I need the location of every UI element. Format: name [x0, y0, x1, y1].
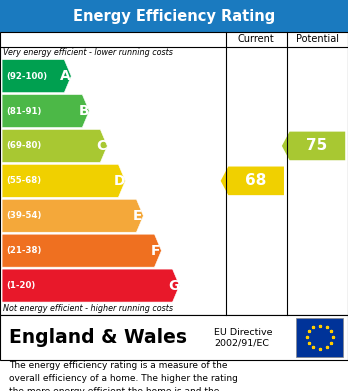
Text: C: C: [97, 139, 107, 153]
Text: (92-100): (92-100): [6, 72, 47, 81]
Polygon shape: [2, 59, 71, 93]
Text: Current: Current: [238, 34, 275, 45]
Polygon shape: [2, 269, 180, 302]
Text: EU Directive: EU Directive: [214, 328, 272, 337]
Text: (1-20): (1-20): [6, 281, 35, 290]
Bar: [296, 318, 343, 357]
Text: D: D: [114, 174, 126, 188]
Text: A: A: [60, 69, 71, 83]
Text: G: G: [168, 278, 180, 292]
Text: (69-80): (69-80): [6, 142, 41, 151]
Text: The energy efficiency rating is a measure of the
overall efficiency of a home. T: The energy efficiency rating is a measur…: [9, 361, 238, 391]
Bar: [0, 0, 348, 32]
Text: Very energy efficient - lower running costs: Very energy efficient - lower running co…: [3, 48, 173, 57]
Bar: [0, 32, 348, 315]
Text: Potential: Potential: [296, 34, 339, 45]
Text: B: B: [78, 104, 89, 118]
Text: E: E: [133, 209, 143, 223]
Text: (81-91): (81-91): [6, 106, 42, 115]
Text: Energy Efficiency Rating: Energy Efficiency Rating: [73, 9, 275, 23]
Polygon shape: [221, 167, 284, 195]
Text: (55-68): (55-68): [6, 176, 41, 185]
Text: Not energy efficient - higher running costs: Not energy efficient - higher running co…: [3, 304, 174, 314]
Polygon shape: [2, 234, 161, 267]
Polygon shape: [2, 129, 107, 162]
Polygon shape: [2, 199, 143, 232]
Polygon shape: [2, 95, 89, 127]
Text: (21-38): (21-38): [6, 246, 42, 255]
Polygon shape: [282, 132, 345, 160]
Text: F: F: [151, 244, 161, 258]
Text: 2002/91/EC: 2002/91/EC: [214, 339, 269, 348]
Text: England & Wales: England & Wales: [9, 328, 187, 347]
Polygon shape: [2, 164, 125, 197]
Text: 68: 68: [245, 173, 267, 188]
Text: 75: 75: [306, 138, 328, 153]
Bar: [0, 315, 348, 360]
Text: (39-54): (39-54): [6, 211, 42, 220]
